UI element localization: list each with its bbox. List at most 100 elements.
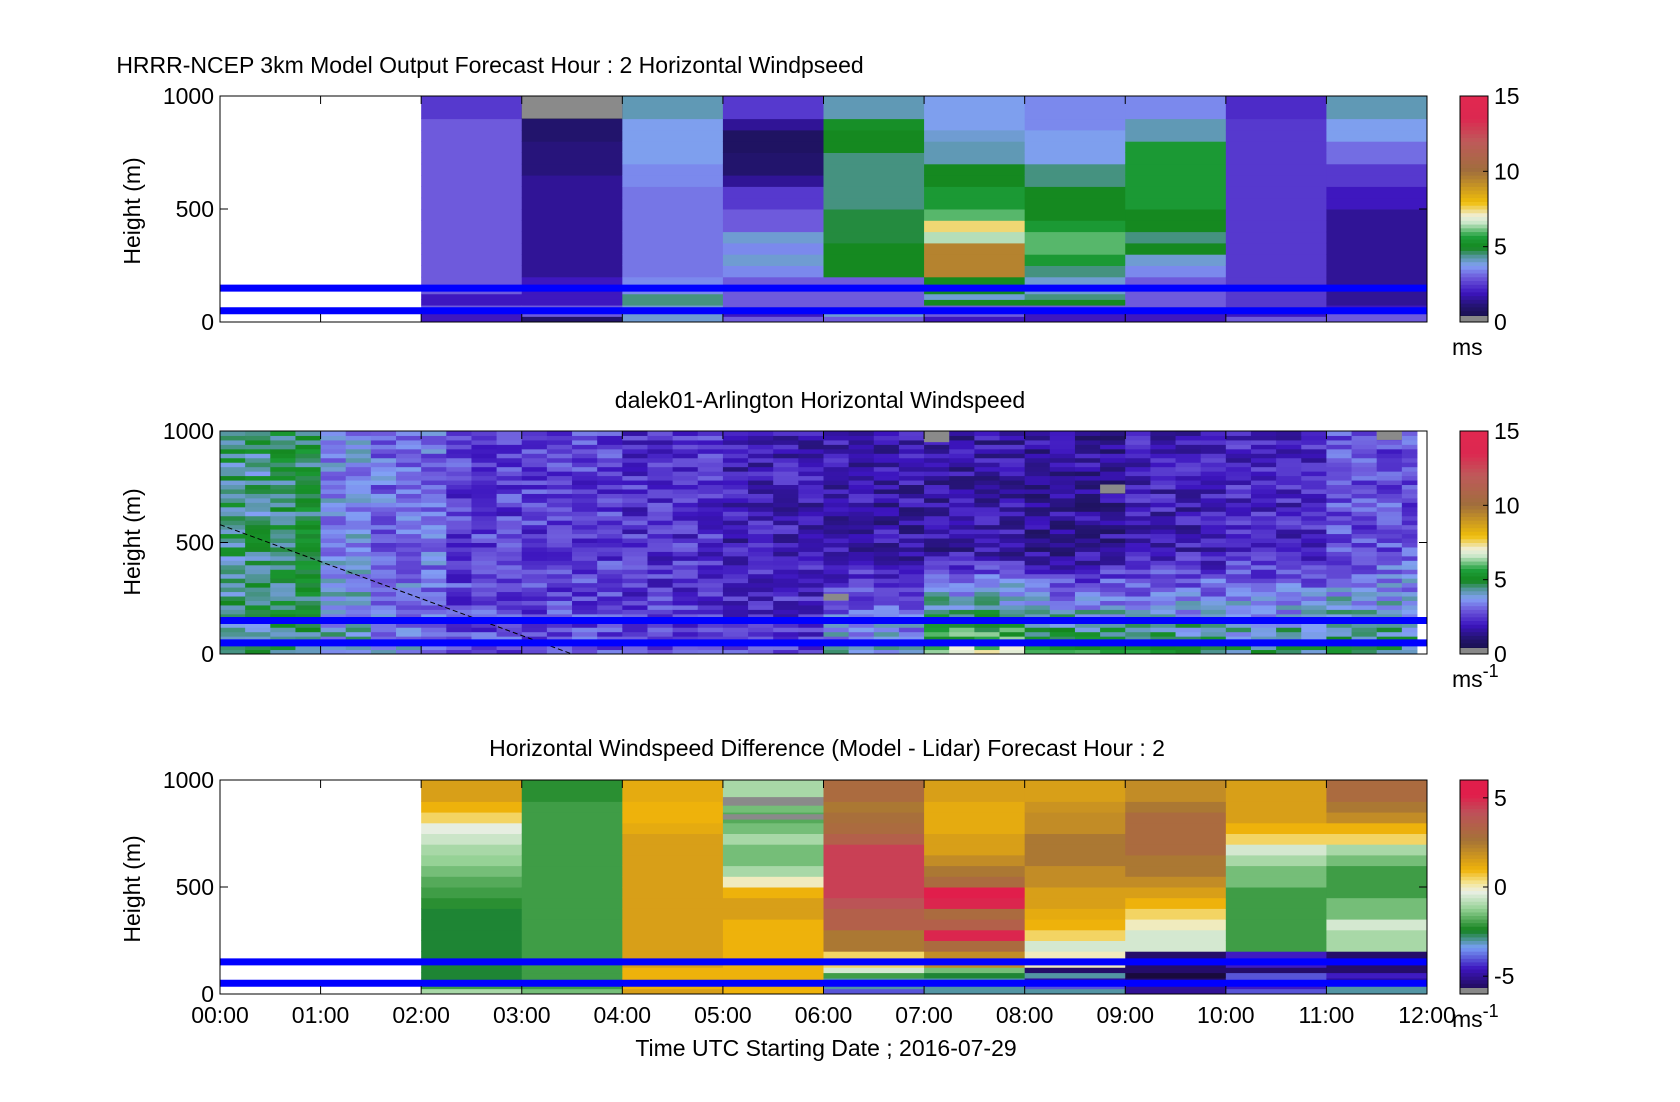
heatmap-cell <box>974 596 1001 601</box>
heatmap-cell <box>898 604 925 610</box>
heatmap-cell <box>873 546 900 552</box>
colorbar-swatch <box>1460 936 1488 941</box>
heatmap-cell <box>521 457 548 463</box>
heatmap-cell <box>421 587 447 593</box>
heatmap-cell <box>270 546 296 552</box>
heatmap-cell <box>1376 596 1403 601</box>
heatmap-cell <box>370 613 397 619</box>
colorbar-swatch <box>1460 431 1488 436</box>
heatmap-cell <box>748 596 774 601</box>
heatmap-cell <box>370 560 397 566</box>
heatmap-cell <box>521 293 623 300</box>
heatmap-cell <box>1401 564 1418 570</box>
heatmap-cell <box>370 533 397 539</box>
heatmap-cell <box>370 627 397 633</box>
heatmap-cell <box>823 854 925 867</box>
heatmap-cell <box>446 555 472 561</box>
heatmap-cell <box>1200 493 1227 499</box>
heatmap-cell <box>496 542 523 548</box>
heatmap-cell <box>798 488 824 494</box>
colorbar-swatch <box>1460 594 1488 599</box>
heatmap-cell <box>1074 466 1101 472</box>
heatmap-cell <box>1301 596 1327 601</box>
y-tick-label: 500 <box>176 874 214 900</box>
heatmap-cell <box>1024 887 1126 899</box>
heatmap-cell <box>848 582 875 588</box>
heatmap-cell <box>521 506 548 512</box>
heatmap-cell <box>898 551 925 557</box>
heatmap-cell <box>949 631 975 637</box>
heatmap-cell <box>220 431 246 436</box>
heatmap-cell <box>1376 645 1403 651</box>
heatmap-cell <box>320 564 347 570</box>
heatmap-cell <box>220 466 246 472</box>
heatmap-cell <box>898 587 925 593</box>
heatmap-cell <box>1326 833 1428 845</box>
heatmap-cell <box>220 471 246 477</box>
heatmap-cell <box>1225 471 1252 477</box>
heatmap-cell <box>974 564 1001 570</box>
heatmap-cell <box>220 600 246 606</box>
heatmap-cell <box>597 462 623 468</box>
heatmap-cell <box>722 515 749 521</box>
heatmap-cell <box>521 444 548 450</box>
heatmap-cell <box>1326 435 1353 441</box>
colorbar-missing-swatch <box>1460 648 1488 654</box>
heatmap-cell <box>1049 533 1076 539</box>
heatmap-cell <box>697 591 724 597</box>
heatmap-cell <box>1074 560 1101 566</box>
heatmap-cell <box>1351 596 1378 601</box>
heatmap-cell <box>798 524 824 530</box>
heatmap-cell <box>396 582 422 588</box>
heatmap-cell <box>446 502 472 508</box>
heatmap-cell <box>1049 564 1076 570</box>
heatmap-cell <box>1049 631 1076 637</box>
colorbar-swatch <box>1460 944 1488 949</box>
heatmap-cell <box>270 529 296 535</box>
heatmap-cell <box>848 551 875 557</box>
heatmap-cell <box>672 600 699 606</box>
heatmap-cell <box>345 622 372 628</box>
heatmap-cell <box>924 186 1026 199</box>
heatmap-cell <box>1200 453 1227 459</box>
colorbar-swatch <box>1460 979 1488 984</box>
heatmap-cell <box>622 533 648 539</box>
heatmap-cell <box>1225 141 1327 153</box>
heatmap-cell <box>798 627 824 633</box>
heatmap-cell <box>1024 220 1126 233</box>
heatmap-cell <box>1024 627 1051 633</box>
colorbar-swatch <box>1460 812 1488 817</box>
heatmap-cell <box>924 448 950 454</box>
heatmap-cell <box>521 780 623 802</box>
heatmap-cell <box>270 627 296 633</box>
heatmap-cell <box>924 560 950 566</box>
heatmap-cell <box>295 493 322 499</box>
heatmap-cell <box>421 967 523 974</box>
heatmap-cell <box>722 560 749 566</box>
heatmap-cell <box>1376 475 1403 481</box>
heatmap-cell <box>672 546 699 552</box>
heatmap-cell <box>446 506 472 512</box>
heatmap-cell <box>974 462 1001 468</box>
heatmap-cell <box>320 533 347 539</box>
heatmap-cell <box>496 493 523 499</box>
heatmap-cell <box>1376 538 1403 543</box>
heatmap-cell <box>572 609 598 615</box>
heatmap-cell <box>320 631 347 637</box>
heatmap-cell <box>546 636 573 642</box>
heatmap-cell <box>949 533 975 539</box>
heatmap-cell <box>748 520 774 526</box>
heatmap-cell <box>1200 431 1227 436</box>
heatmap-cell <box>1049 573 1076 579</box>
heatmap-cell <box>823 551 850 557</box>
heatmap-cell <box>622 569 648 575</box>
heatmap-cell <box>1225 812 1327 824</box>
heatmap-cell <box>672 631 699 637</box>
heatmap-cell <box>1225 209 1327 221</box>
heatmap-cell <box>370 551 397 557</box>
colorbar-swatch <box>1460 216 1488 221</box>
heatmap-cell <box>1125 546 1151 552</box>
heatmap-cell <box>396 471 422 477</box>
heatmap-cell <box>546 484 573 490</box>
heatmap-cell <box>1225 444 1252 450</box>
